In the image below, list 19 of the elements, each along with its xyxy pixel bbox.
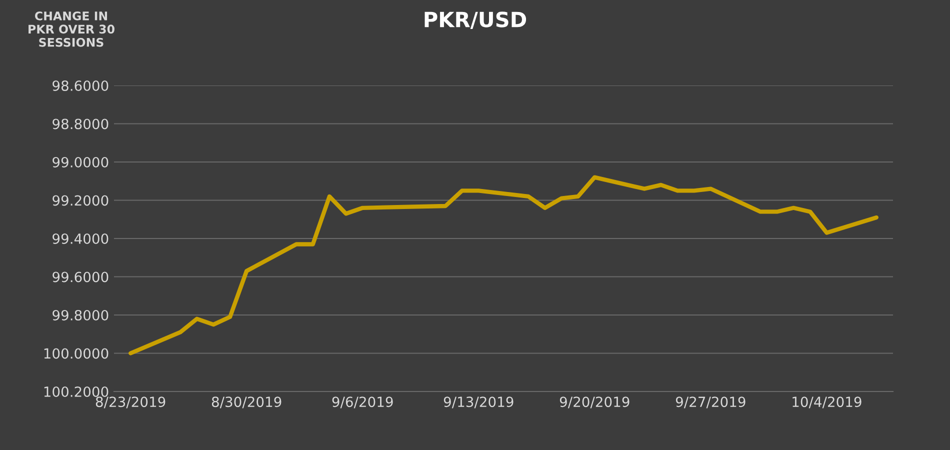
y-tick-label: 100.0000 — [44, 348, 108, 359]
x-tick-label: 9/6/2019 — [332, 396, 393, 408]
x-tick-label: 8/30/2019 — [212, 396, 282, 408]
line-series — [128, 175, 879, 356]
y-tick-label: 99.4000 — [52, 233, 108, 244]
y-tick-label: 98.6000 — [52, 80, 108, 91]
chart-title: PKR/USD — [424, 12, 526, 30]
x-tick-label: 8/23/2019 — [96, 396, 166, 408]
y-tick-label: 99.8000 — [52, 310, 108, 320]
x-tick-label: 9/13/2019 — [444, 396, 514, 408]
x-tick-label: 9/27/2019 — [676, 396, 746, 408]
y-tick-label: 99.2000 — [52, 195, 108, 206]
y-tick-label: 100.2000 — [44, 386, 108, 397]
x-tick-label: 10/4/2019 — [792, 396, 862, 408]
y-tick-label: 99.0000 — [52, 156, 108, 168]
y-tick-label: 98.8000 — [52, 118, 108, 130]
y-tick-label: 99.6000 — [52, 272, 108, 282]
x-tick-label: 9/20/2019 — [560, 396, 630, 408]
y-axis-title: CHANGE IN PKR OVER 30 SESSIONS — [28, 11, 114, 47]
